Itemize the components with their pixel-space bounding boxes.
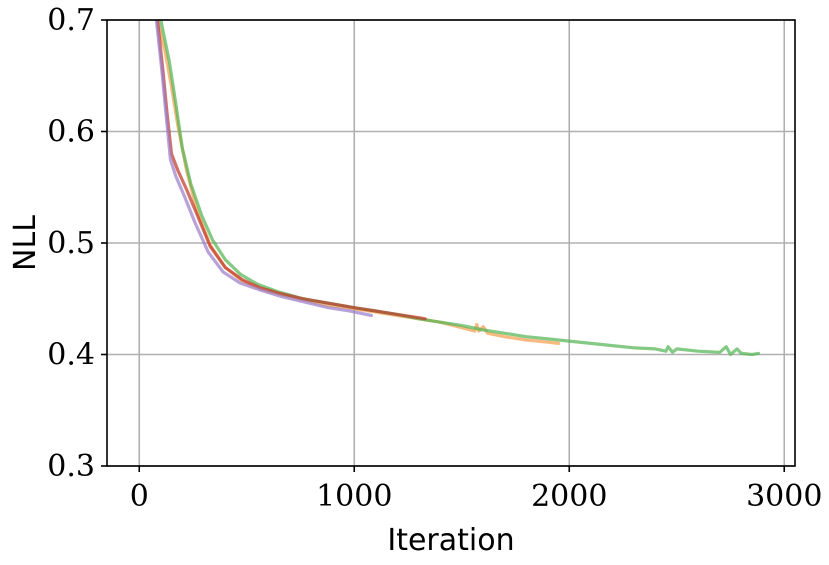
series-line-1 [159,20,761,357]
y-tick-label-0: 0.3 [47,449,95,484]
series-line-0 [155,20,561,345]
y-tick-label-4: 0.7 [47,3,95,38]
x-tick-label-0: 0 [130,479,149,514]
x-tick-label-1: 1000 [316,479,392,514]
series-line-2 [155,20,427,321]
y-tick-label-2: 0.5 [47,226,95,261]
y-tick-label-1: 0.4 [47,338,95,373]
x-tick-label-3: 3000 [746,479,822,514]
series-group [154,20,761,357]
series-line-3 [154,20,373,318]
x-axis-label: Iteration [387,523,514,558]
ticks: 0 1000 2000 3000 0.3 0.4 0.5 0.6 0.7 [47,3,822,514]
y-axis-label: NLL [8,215,43,271]
x-tick-label-2: 2000 [531,479,607,514]
y-tick-label-3: 0.6 [47,115,95,150]
